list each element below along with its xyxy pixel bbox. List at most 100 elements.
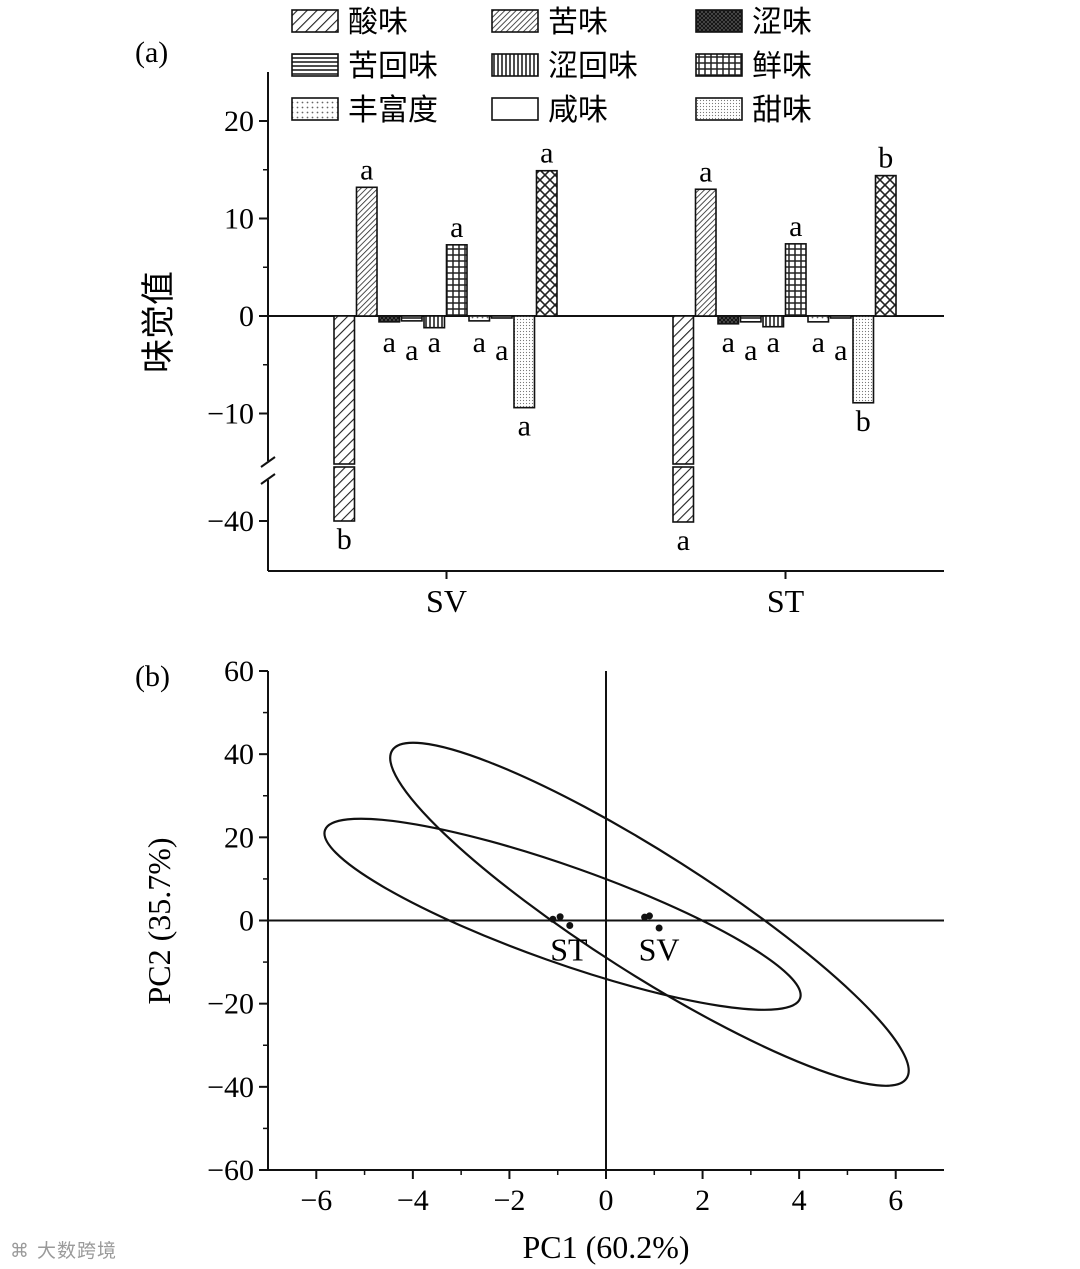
- bar: [694, 188, 717, 317]
- point-st: [566, 921, 574, 929]
- legend-swatch: [491, 97, 539, 121]
- y-tick-label: −20: [207, 988, 254, 1021]
- panel-label-a: (a): [135, 36, 168, 69]
- significance-letter: a: [744, 334, 757, 367]
- significance-letter: a: [789, 210, 802, 243]
- legend-swatch: [695, 9, 743, 33]
- bar: [852, 315, 875, 404]
- y-tick-label: −40: [207, 505, 254, 538]
- confidence-ellipse-st: [323, 817, 802, 1011]
- point-st: [556, 913, 564, 921]
- y-axis-label: PC2 (35.7%): [141, 837, 177, 1004]
- axis-break-mark: [260, 473, 276, 485]
- bar: [333, 315, 356, 465]
- bar: [468, 315, 491, 322]
- legend-label: 苦回味: [348, 49, 438, 84]
- x-tick-label: 6: [888, 1184, 903, 1217]
- legend-swatch: [695, 97, 743, 121]
- x-tick-label: ST: [767, 583, 805, 619]
- legend-item: 苦味: [491, 5, 608, 40]
- panel-label-b: (b): [135, 660, 170, 693]
- bar: [829, 315, 852, 319]
- y-axis-label: 味觉值: [139, 271, 179, 373]
- legend-swatch: [491, 53, 539, 77]
- y-tick-label: −60: [207, 1154, 254, 1187]
- significance-letter: a: [834, 334, 847, 367]
- legend-item: 酸味: [291, 5, 408, 40]
- bar: [378, 315, 401, 323]
- bars: [333, 169, 897, 523]
- y-tick-label: 40: [224, 738, 254, 771]
- point-sv: [645, 912, 653, 920]
- bar: [874, 174, 897, 317]
- legend-item: 鲜味: [695, 49, 812, 84]
- bar: [535, 169, 558, 317]
- significance-letter: a: [677, 524, 690, 557]
- legend-swatch: [291, 97, 339, 121]
- point-sv: [655, 924, 663, 932]
- bar: [762, 315, 785, 328]
- bar: [490, 315, 513, 319]
- y-tick-label: 10: [224, 203, 254, 236]
- watermark-text: 大数跨境: [37, 1240, 118, 1262]
- legend-item: 甜味: [695, 93, 812, 128]
- x-axis-label: PC1 (60.2%): [522, 1229, 689, 1265]
- legend-item: 苦回味: [291, 49, 438, 84]
- legend-label: 涩回味: [548, 49, 638, 84]
- x-tick-label: 4: [792, 1184, 807, 1217]
- legend-swatch: [291, 9, 339, 33]
- y-tick-label: 0: [239, 905, 254, 938]
- legend-item: 咸味: [491, 93, 608, 128]
- legend-label: 鲜味: [752, 49, 812, 84]
- x-tick-label: −2: [493, 1184, 525, 1217]
- significance-letter: a: [540, 137, 553, 170]
- significance-letter: a: [767, 326, 780, 359]
- significance-letter: a: [812, 326, 825, 359]
- bar: [333, 466, 356, 522]
- legend-item: 涩回味: [491, 49, 638, 84]
- significance-letter: a: [495, 334, 508, 367]
- legend-label: 涩味: [752, 5, 812, 40]
- significance-letter: b: [878, 142, 893, 175]
- bar: [672, 315, 695, 465]
- y-tick-label: −40: [207, 1071, 254, 1104]
- bar: [445, 244, 468, 317]
- y-tick-label: 20: [224, 821, 254, 854]
- legend-label: 咸味: [548, 93, 608, 128]
- y-tick-label: −10: [207, 398, 254, 431]
- significance-letter: a: [360, 153, 373, 186]
- y-tick-label: 60: [224, 655, 254, 688]
- bar: [784, 243, 807, 317]
- x-tick-label: 0: [599, 1184, 614, 1217]
- confidence-ellipse-sv: [389, 741, 910, 1087]
- group-label: ST: [550, 932, 588, 968]
- axes: 20 10 0 −10 −40 SV ST: [207, 72, 944, 619]
- bar: [423, 315, 446, 329]
- bar: [717, 315, 740, 325]
- legend-swatch: [695, 53, 743, 77]
- significance-letter: a: [473, 326, 486, 359]
- significance-letter: a: [722, 326, 735, 359]
- legend-label: 苦味: [548, 5, 608, 40]
- bar: [400, 315, 423, 322]
- significance-letter: a: [699, 155, 712, 188]
- significance-letter: a: [428, 326, 441, 359]
- significance-letter: a: [383, 326, 396, 359]
- bar: [513, 315, 536, 409]
- x-tick-label: SV: [426, 583, 467, 619]
- group-label: SV: [639, 932, 680, 968]
- significance-labels: b aa aa aa aa aa aa aa aa ba b: [337, 137, 894, 557]
- significance-letter: b: [856, 405, 871, 438]
- bar: [672, 466, 695, 523]
- legend-swatch: [291, 53, 339, 77]
- significance-letter: a: [450, 211, 463, 244]
- legend-label: 酸味: [348, 5, 408, 40]
- significance-letter: a: [405, 334, 418, 367]
- bar: [739, 315, 762, 323]
- bar: [355, 186, 378, 317]
- significance-letter: a: [518, 410, 531, 443]
